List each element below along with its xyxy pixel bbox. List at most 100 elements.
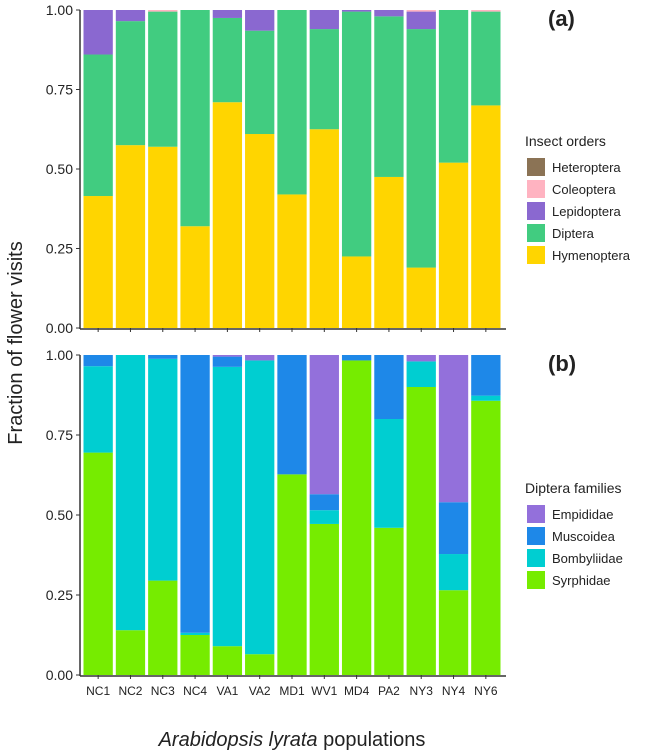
- x-axis-label: Arabidopsis lyrata populations: [158, 729, 426, 751]
- bar-hymenoptera-nc4: [180, 226, 210, 328]
- bar-diptera-ny4: [438, 10, 469, 163]
- bar-hymenoptera-ny6: [471, 105, 501, 329]
- bar-bombyliidae-ny6: [471, 395, 501, 401]
- x-tick-label: PA2: [378, 684, 400, 698]
- bar-bombyliidae-nc1: [83, 366, 113, 453]
- bar-hymenoptera-ny3: [406, 267, 436, 328]
- bar-bombyliidae-pa2: [374, 419, 404, 528]
- legend-label-bombyliidae: Bombyliidae: [552, 551, 623, 566]
- bar-bombyliidae-wv1: [309, 510, 339, 524]
- bar-coleoptera-ny3: [406, 10, 436, 12]
- bar-lepidoptera-md4: [341, 10, 372, 12]
- legend-swatch-empididae: [527, 505, 545, 523]
- legend-swatch-bombyliidae: [527, 549, 545, 567]
- x-tick-label: MD1: [279, 684, 305, 698]
- bar-diptera-va1: [212, 17, 243, 103]
- bar-syrphidae-ny3: [406, 387, 436, 675]
- bar-lepidoptera-pa2: [374, 10, 404, 17]
- bar-bombyliidae-nc4: [180, 632, 210, 635]
- bar-muscoidea-md4: [341, 355, 372, 361]
- bar-syrphidae-pa2: [374, 527, 404, 675]
- bar-diptera-wv1: [309, 29, 339, 130]
- bar-syrphidae-nc4: [180, 635, 210, 675]
- bar-syrphidae-va2: [245, 654, 275, 675]
- bar-muscoidea-va1: [212, 356, 243, 367]
- y-tick-label: 0.00: [46, 667, 73, 683]
- bar-hymenoptera-md1: [277, 194, 307, 328]
- bar-diptera-nc1: [83, 54, 113, 197]
- bar-diptera-md4: [341, 11, 372, 257]
- bar-bombyliidae-nc2: [115, 355, 146, 631]
- bar-syrphidae-nc3: [148, 580, 178, 675]
- x-tick-label: WV1: [311, 684, 337, 698]
- bar-muscoidea-wv1: [309, 494, 339, 511]
- bar-bombyliidae-ny4: [438, 554, 469, 591]
- bar-diptera-va2: [245, 30, 275, 135]
- y-tick-label: 0.50: [46, 507, 73, 523]
- x-tick-label: NC1: [86, 684, 110, 698]
- legend-label-diptera: Diptera: [552, 226, 595, 241]
- bar-diptera-ny3: [406, 29, 436, 268]
- x-tick-label: NY4: [442, 684, 466, 698]
- x-tick-label: NY6: [474, 684, 498, 698]
- legend-swatch-coleoptera: [527, 180, 545, 198]
- bar-diptera-nc4: [180, 10, 210, 227]
- bar-hymenoptera-ny4: [438, 162, 469, 328]
- bar-syrphidae-ny6: [471, 400, 501, 675]
- bar-muscoidea-pa2: [374, 355, 404, 419]
- legend-title: Diptera families: [525, 480, 621, 496]
- panel-label: (a): [548, 6, 575, 31]
- x-tick-label: NC4: [183, 684, 207, 698]
- y-tick-label: 0.50: [46, 161, 73, 177]
- x-tick-label: MD4: [344, 684, 370, 698]
- x-tick-label: NC2: [118, 684, 142, 698]
- bar-empididae-va2: [245, 355, 275, 361]
- bar-lepidoptera-va1: [212, 10, 243, 18]
- bar-hymenoptera-va1: [212, 102, 243, 328]
- bar-syrphidae-wv1: [309, 523, 339, 675]
- legend-swatch-heteroptera: [527, 158, 545, 176]
- bar-hymenoptera-pa2: [374, 176, 404, 328]
- x-tick-label: VA1: [216, 684, 238, 698]
- bar-hymenoptera-wv1: [309, 129, 339, 328]
- bar-syrphidae-nc2: [115, 630, 146, 675]
- legend-label-hymenoptera: Hymenoptera: [552, 248, 631, 263]
- legend-title: Insect orders: [525, 133, 606, 149]
- legend-swatch-lepidoptera: [527, 202, 545, 220]
- bar-bombyliidae-va2: [245, 360, 275, 655]
- bar-syrphidae-ny4: [438, 590, 469, 675]
- y-axis-label: Fraction of flower visits: [5, 241, 27, 444]
- bar-muscoidea-md1: [277, 355, 307, 475]
- bar-hymenoptera-nc2: [115, 145, 146, 328]
- bar-empididae-ny4: [438, 355, 469, 503]
- bar-muscoidea-ny4: [438, 502, 469, 555]
- bar-hymenoptera-nc1: [83, 196, 113, 328]
- bar-muscoidea-nc3: [148, 355, 178, 359]
- legend-label-empididae: Empididae: [552, 507, 613, 522]
- legend-swatch-syrphidae: [527, 571, 545, 589]
- bar-coleoptera-ny6: [471, 10, 501, 12]
- legend-swatch-muscoidea: [527, 527, 545, 545]
- bar-empididae-ny3: [406, 355, 436, 362]
- bar-syrphidae-md1: [277, 474, 307, 675]
- bar-muscoidea-ny6: [471, 355, 501, 396]
- bar-muscoidea-nc1: [83, 355, 113, 367]
- bar-hymenoptera-nc3: [148, 146, 178, 328]
- bar-hymenoptera-md4: [341, 256, 372, 328]
- legend-label-coleoptera: Coleoptera: [552, 182, 616, 197]
- bar-bombyliidae-ny3: [406, 361, 436, 387]
- legend-label-heteroptera: Heteroptera: [552, 160, 621, 175]
- y-tick-label: 0.75: [46, 427, 73, 443]
- bar-diptera-nc2: [115, 21, 146, 146]
- bar-empididae-va1: [212, 355, 243, 357]
- legend-label-lepidoptera: Lepidoptera: [552, 204, 621, 219]
- bar-empididae-wv1: [309, 355, 339, 495]
- bar-diptera-nc3: [148, 11, 178, 147]
- bar-bombyliidae-va1: [212, 366, 243, 647]
- bar-syrphidae-va1: [212, 646, 243, 675]
- bar-diptera-ny6: [471, 11, 501, 106]
- y-tick-label: 1.00: [46, 2, 73, 18]
- y-tick-label: 0.00: [46, 320, 73, 336]
- bar-lepidoptera-ny3: [406, 11, 436, 30]
